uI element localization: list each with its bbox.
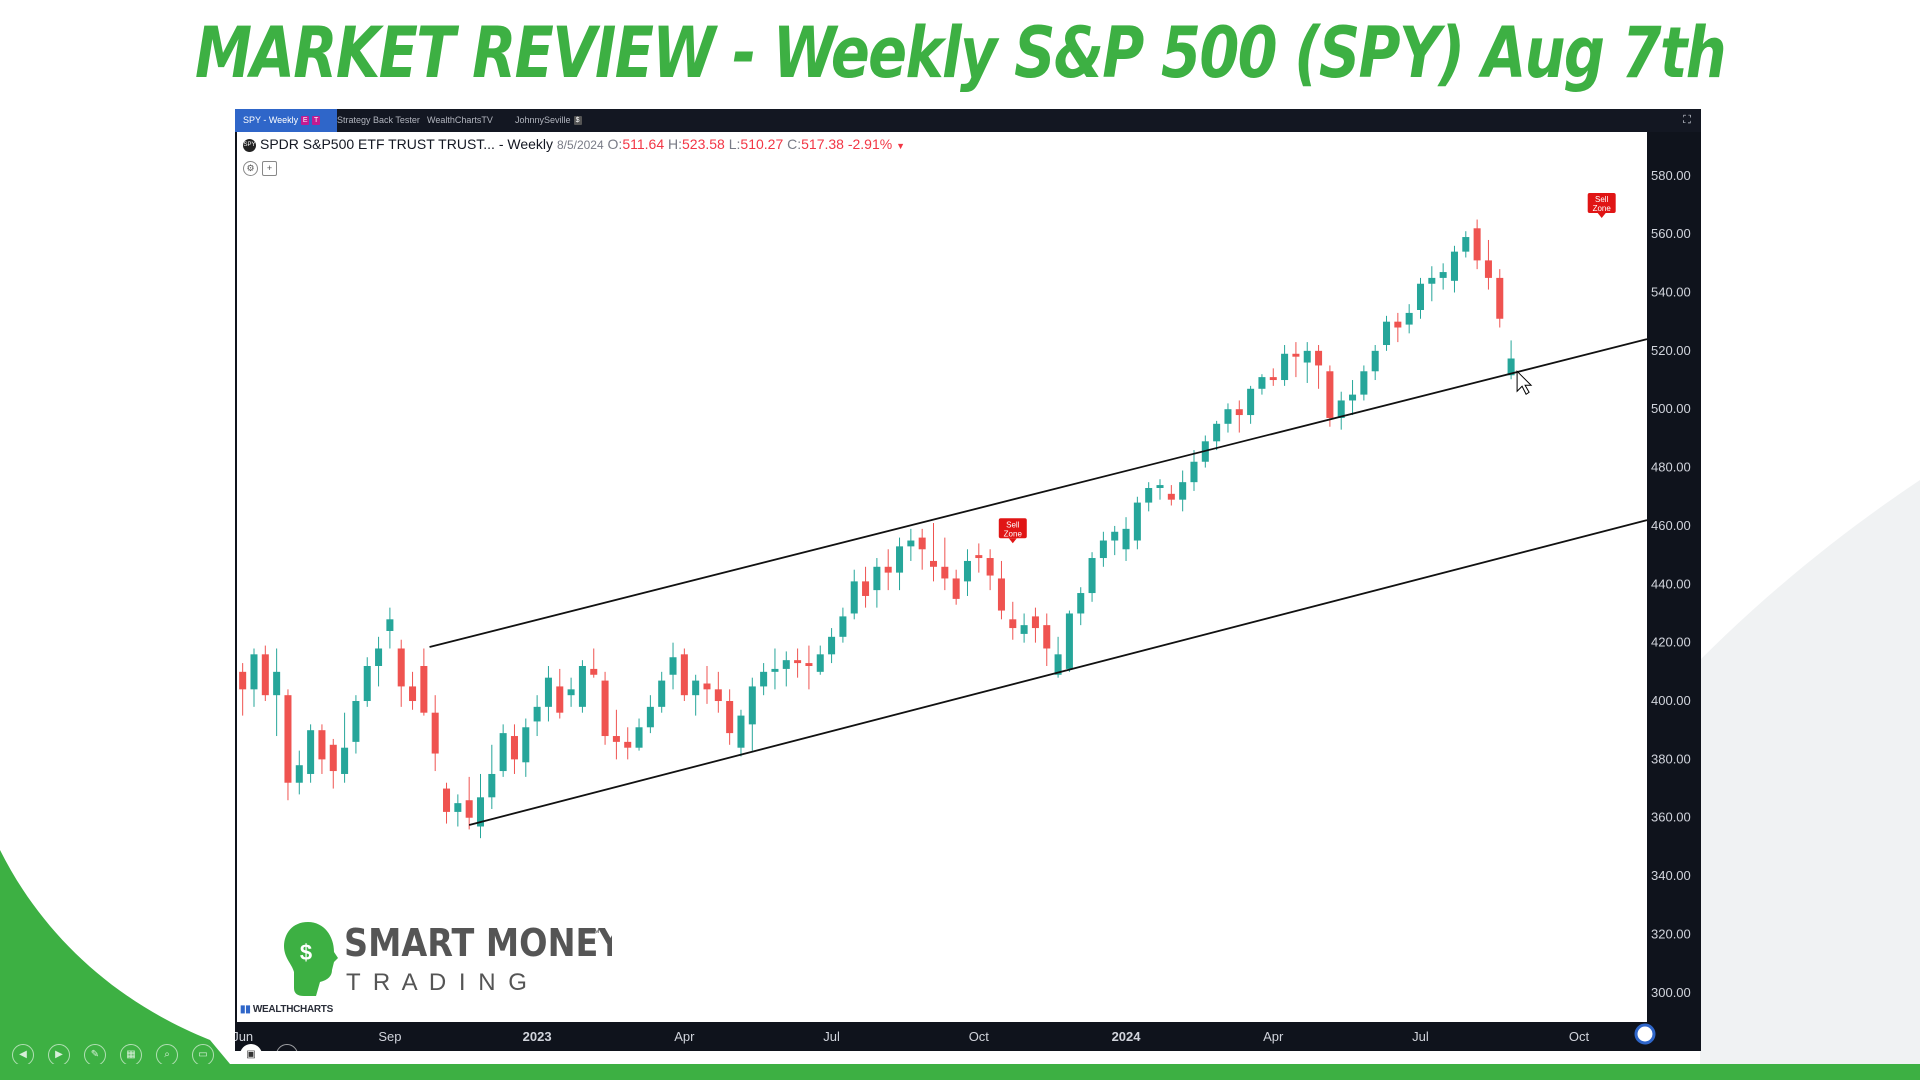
zoom-icon[interactable]: ⌕ [156,1044,178,1066]
logo-tm: ™ [590,928,600,939]
settings-icon[interactable]: ⚙ [243,161,258,176]
high-value: 523.58 [682,136,725,152]
prev-slide-icon[interactable]: ◀ [12,1044,34,1066]
low-label: L: [728,136,741,152]
wealthcharts-bars-icon: ▮▮ [240,1004,251,1015]
symbol-header: SPY SPDR S&P500 ETF TRUST TRUST... - Week… [243,136,905,152]
more-icon[interactable]: ⋯ [276,1044,298,1066]
spy-logo-icon: SPY [243,138,256,152]
close-value: 517.38 [801,136,844,152]
next-slide-icon[interactable]: ▶ [48,1044,70,1066]
change-value: -2.91% [847,136,893,152]
wealthcharts-label: WEALTHCHARTS [252,1004,333,1015]
green-swoosh-left [0,850,230,1064]
add-indicator-icon[interactable]: + [262,161,277,176]
caret-down-icon[interactable]: ▼ [896,141,906,151]
logo-line1: SMART MONEY [344,922,612,966]
high-label: H: [668,136,682,152]
tab-strategy-back-tester[interactable]: Strategy Back Tester [329,109,428,132]
low-value: 510.27 [740,136,784,152]
expand-icon[interactable]: ⛶ [1683,114,1691,126]
price-axis[interactable] [1647,132,1701,1022]
tab-label: Strategy Back Tester [337,115,420,125]
svg-text:$: $ [300,940,312,965]
tab-badge-icon: E [301,116,310,126]
close-label: C: [787,136,802,152]
camera-icon[interactable]: ▣ [240,1044,262,1066]
tab-spy-weekly[interactable]: SPY - Weekly E T [235,109,337,132]
tab-johnnyseville[interactable]: JohnnySeville $ [507,109,590,132]
bottom-green-bar [0,1064,1920,1080]
bar-date: 8/5/2024 [556,138,604,152]
pen-icon[interactable]: ✎ [84,1044,106,1066]
symbol-name: SPDR S&P500 ETF TRUST TRUST... - Weekly [260,136,554,152]
wealthcharts-logo: ▮▮ WEALTHCHARTS [240,1004,333,1015]
open-label: O: [607,136,623,152]
open-value: 511.64 [622,136,665,152]
plot-area[interactable] [237,132,1647,1022]
tab-badge-icon: T [312,116,321,126]
chart-tab-bar: SPY - Weekly E T Strategy Back Tester Weal… [235,109,1701,132]
smart-money-trading-logo: $ SMART MONEY ™ T R A D I N G [284,922,612,996]
grid-view-icon[interactable]: ▦ [120,1044,142,1066]
tab-wealthcharts-tv[interactable]: WealthChartsTV [419,109,501,132]
chart-tool-row: ⚙ + [243,160,281,176]
subtitles-icon[interactable]: ▭ [192,1044,214,1066]
tab-label: JohnnySeville [515,115,571,125]
gray-swoosh-right [1700,480,1920,1064]
tab-label: SPY - Weekly [243,115,299,125]
lightbulb-head-icon [284,922,338,996]
logo-line2: T R A D I N G [346,969,530,996]
time-axis[interactable] [237,1022,1647,1051]
tab-label: WealthChartsTV [427,115,493,125]
chart-window: SPY - Weekly E T Strategy Back Tester Weal… [235,109,1701,1051]
tab-badge-icon: $ [573,116,582,126]
slide-title: MARKET REVIEW - Weekly S&P 500 (SPY) Aug… [195,12,1727,94]
